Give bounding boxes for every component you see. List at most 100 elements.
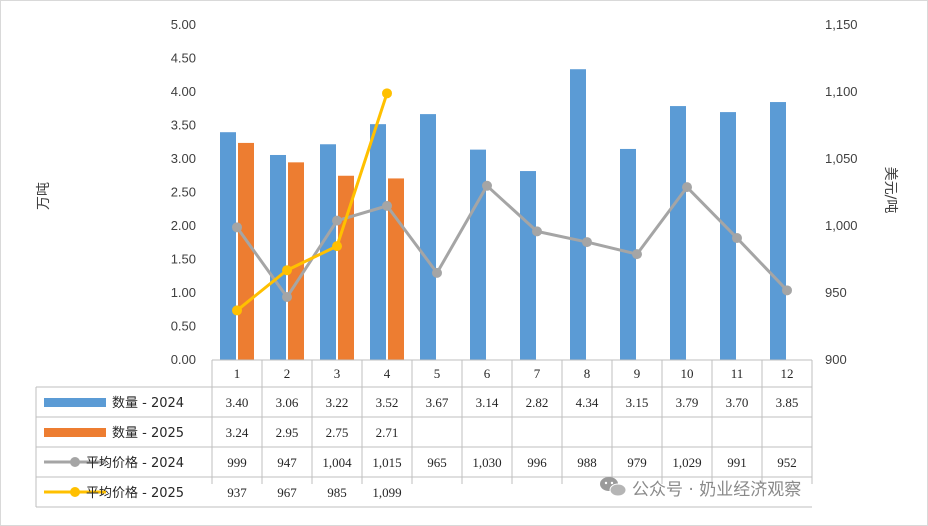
point — [382, 88, 392, 99]
x-tick-label: 3 — [334, 366, 341, 381]
data-label: 996 — [527, 455, 547, 470]
point — [232, 222, 242, 233]
data-label: 1,004 — [322, 455, 352, 470]
bar — [520, 171, 536, 360]
bar — [238, 142, 254, 360]
data-label: 1,099 — [372, 485, 401, 500]
data-label: 3.24 — [226, 425, 249, 440]
bar — [338, 175, 354, 360]
watermark: 公众号 · 奶业经济观察 — [600, 477, 801, 500]
legend-label: 平均价格 - 2024 — [86, 455, 184, 471]
data-label: 3.14 — [476, 395, 499, 410]
x-tick-label: 8 — [584, 366, 591, 381]
data-label: 3.52 — [376, 395, 399, 410]
x-tick-label: 2 — [284, 366, 291, 381]
y2-tick-label: 1,050 — [825, 151, 858, 166]
data-label: 965 — [427, 455, 447, 470]
x-tick-label: 11 — [731, 366, 744, 381]
y2-axis-title: 美元/吨 — [882, 167, 898, 214]
point — [332, 215, 342, 226]
x-tick-label: 1 — [234, 366, 241, 381]
legend-label: 数量 - 2025 — [112, 426, 184, 441]
x-tick-label: 5 — [434, 366, 441, 381]
data-label: 952 — [777, 455, 797, 470]
y-tick-label: 4.00 — [171, 84, 196, 99]
x-tick-label: 6 — [484, 366, 491, 381]
x-tick-label: 12 — [781, 366, 794, 381]
legend-label: 平均价格 - 2025 — [86, 485, 184, 501]
bar — [570, 69, 586, 360]
data-label: 3.67 — [426, 395, 449, 410]
legend-marker — [70, 457, 80, 467]
y-tick-label: 5.00 — [171, 17, 196, 32]
point — [432, 267, 442, 278]
y-tick-label: 3.50 — [171, 118, 196, 133]
data-label: 3.70 — [726, 395, 749, 410]
bars-layer — [220, 69, 786, 361]
point — [782, 285, 792, 296]
y2-tick-label: 950 — [825, 285, 847, 300]
data-label: 3.06 — [276, 395, 299, 410]
series-line — [236, 92, 389, 312]
data-label: 1,030 — [472, 455, 501, 470]
data-label: 2.95 — [276, 425, 299, 440]
bar — [220, 132, 236, 360]
y2-tick-label: 1,100 — [825, 84, 858, 99]
y-axis-title: 万吨 — [36, 182, 52, 210]
x-tick-label: 9 — [634, 366, 641, 381]
data-label: 979 — [627, 455, 647, 470]
y-tick-label: 1.00 — [171, 285, 196, 300]
y-tick-label: 3.00 — [171, 151, 196, 166]
y-tick-label: 2.50 — [171, 185, 196, 200]
data-label: 2.82 — [526, 395, 549, 410]
data-label: 967 — [277, 485, 297, 500]
data-label: 947 — [277, 455, 297, 470]
point — [732, 233, 742, 244]
legend-swatch — [44, 398, 106, 407]
data-label: 3.40 — [226, 395, 249, 410]
data-label: 4.34 — [576, 395, 599, 410]
x-tick-label: 4 — [384, 366, 391, 381]
data-label: 937 — [227, 485, 247, 500]
bar — [420, 114, 436, 360]
y-tick-label: 1.50 — [171, 252, 196, 267]
bar — [320, 144, 336, 360]
point — [382, 200, 392, 211]
bar — [770, 102, 786, 361]
data-label: 3.15 — [626, 395, 649, 410]
point — [632, 249, 642, 260]
legend-marker — [70, 487, 80, 497]
data-label: 991 — [727, 455, 747, 470]
watermark-text: 公众号 · 奶业经济观察 — [632, 480, 801, 500]
data-label: 3.85 — [776, 395, 799, 410]
y-tick-label: 0.50 — [171, 319, 196, 334]
legend-swatch — [44, 428, 106, 437]
bar — [620, 148, 636, 360]
point — [582, 237, 592, 248]
legend-label: 数量 - 2024 — [112, 396, 184, 411]
y2-tick-label: 1,150 — [825, 17, 858, 32]
x-tick-label: 7 — [534, 366, 541, 381]
y-tick-label: 0.00 — [171, 352, 196, 367]
point — [282, 265, 292, 276]
data-label: 988 — [577, 455, 597, 470]
point — [232, 305, 242, 316]
data-label: 1,015 — [372, 455, 401, 470]
y-tick-label: 2.00 — [171, 218, 196, 233]
x-tick-label: 10 — [681, 366, 694, 381]
data-label: 3.79 — [676, 395, 699, 410]
y2-tick-label: 1,000 — [825, 218, 858, 233]
data-label: 999 — [227, 455, 247, 470]
series-line — [235, 184, 789, 299]
y-tick-label: 4.50 — [171, 51, 196, 66]
lines-layer — [232, 88, 792, 316]
point — [482, 180, 492, 191]
bar — [720, 112, 736, 360]
bar — [670, 106, 686, 360]
y2-tick-label: 900 — [825, 352, 847, 367]
point — [282, 292, 292, 303]
point — [332, 241, 342, 252]
data-label: 1,029 — [672, 455, 701, 470]
